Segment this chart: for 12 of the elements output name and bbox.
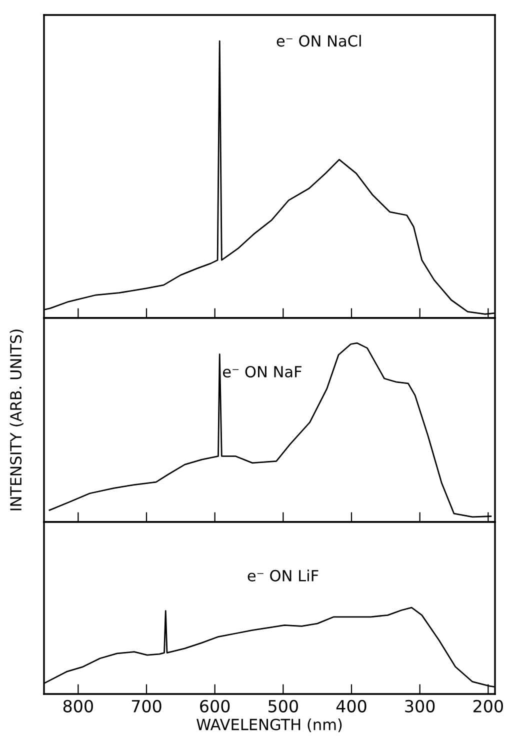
x-tick-label: 800 [63, 700, 93, 712]
text: e⁻ ON LiF [248, 570, 318, 582]
annotation: e⁻ ON NaCl [276, 34, 361, 47]
x-axis-title: WAVELENGTH (nm) [196, 718, 342, 732]
x-tick-label: 400 [336, 700, 366, 712]
x-tick-label: 500 [268, 700, 298, 712]
x-tick-label: 600 [200, 700, 230, 712]
x-tick-label: 200 [473, 700, 503, 712]
x-tick-label: 700 [132, 700, 162, 712]
annotation: e⁻ ON NaF [222, 366, 302, 378]
x-tick-label: 300 [405, 700, 435, 712]
y-axis-title: INTENSITY (ARB. UNITS) [10, 330, 24, 510]
